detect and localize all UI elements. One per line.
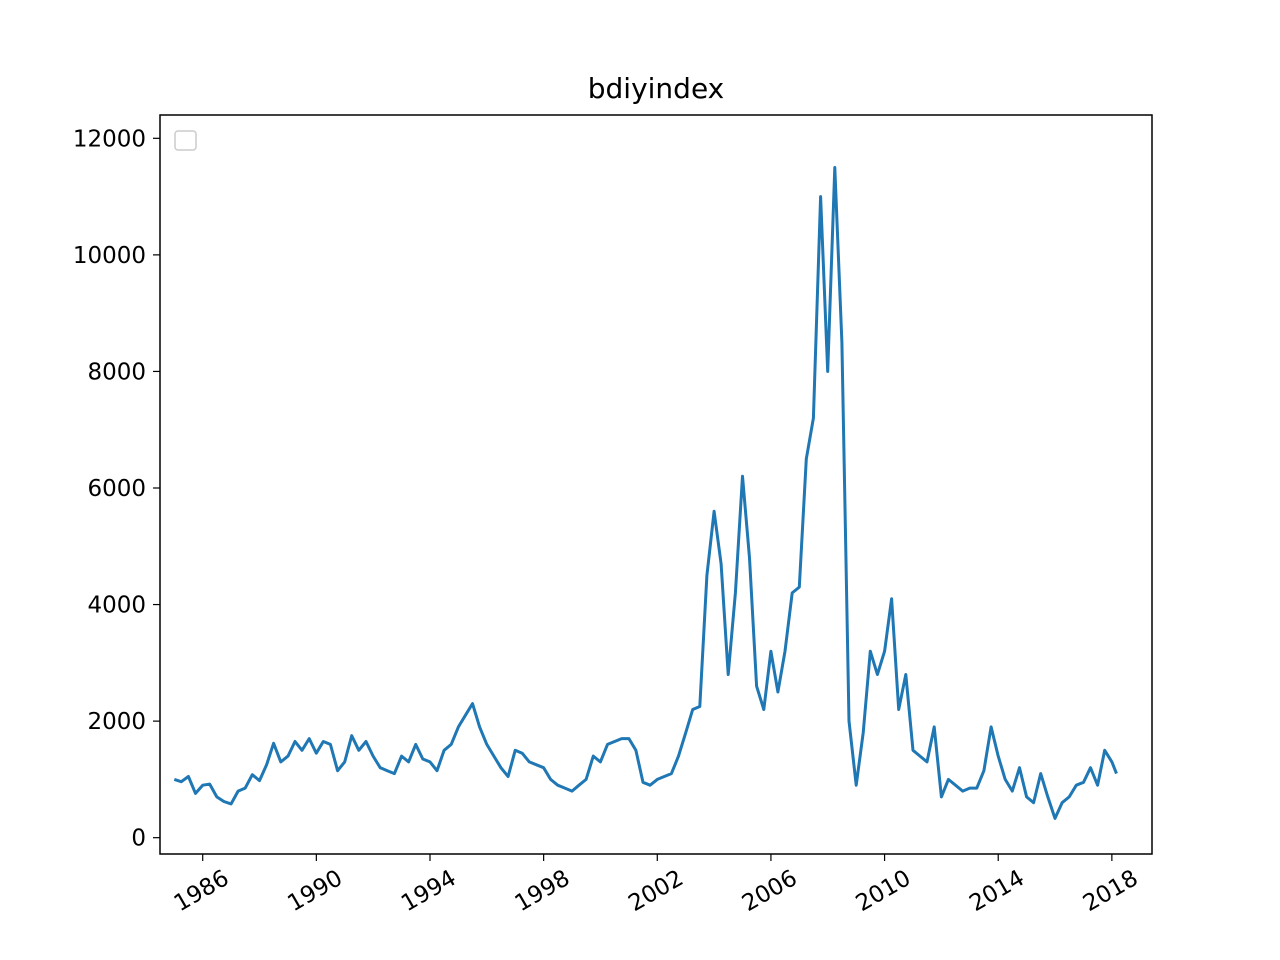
- legend-box: [174, 130, 197, 151]
- y-tick-label: 10000: [73, 243, 146, 269]
- y-tick-label: 6000: [87, 476, 146, 502]
- y-axis: 0 2000 4000 6000 8000 10000 12000: [73, 126, 160, 852]
- y-tick-label: 8000: [87, 359, 146, 385]
- y-tick-label: 12000: [73, 126, 146, 152]
- y-tick-label: 4000: [87, 593, 146, 619]
- plot-area: [173, 166, 1118, 820]
- y-tick-label: 0: [131, 826, 146, 852]
- plot-frame: [159, 114, 1153, 855]
- series-line: [173, 166, 1118, 820]
- y-tick-label: 2000: [87, 709, 146, 735]
- chart-title: bdiyindex: [588, 72, 725, 105]
